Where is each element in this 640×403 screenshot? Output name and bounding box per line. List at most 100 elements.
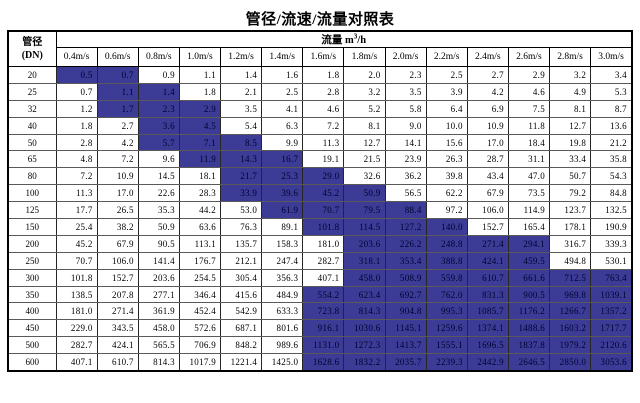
flow-value-cell: 88.4 [384, 201, 427, 220]
flow-value-cell: 554.2 [302, 285, 345, 304]
flow-value-cell: 2.7 [96, 116, 139, 135]
flow-value-cell: 8.5 [220, 133, 263, 152]
flow-value-cell: 19.8 [549, 133, 592, 152]
flow-value-cell: 26.3 [425, 150, 468, 169]
table-row: 500 282.7 424.1 565.5 706.9 848.2 989.6 1131.0 1… [7, 336, 633, 355]
flow-value-cell: 8.7 [590, 99, 633, 118]
flow-value-cell: 70.7 [302, 201, 345, 220]
flow-value-cell: 508.9 [384, 268, 427, 287]
flow-value-cell: 152.7 [96, 268, 139, 287]
flow-value-cell: 79.2 [549, 184, 592, 203]
flow-value-cell: 0.7 [55, 82, 98, 101]
flow-value-cell: 3.9 [425, 82, 468, 101]
flow-value-cell: 1488.6 [507, 319, 551, 338]
flow-value-cell: 1.7 [96, 99, 139, 118]
flow-value-cell: 84.8 [590, 184, 633, 203]
table-row: 40 1.8 2.7 3.6 4.5 5.4 6.3 7.2 8.1 9.0 10.0 10.9 11.… [7, 116, 633, 135]
flow-value-cell: 2.7 [466, 66, 509, 84]
flow-value-cell: 484.9 [261, 285, 304, 304]
flow-value-cell: 353.4 [384, 251, 427, 270]
flow-value-cell: 1085.7 [466, 302, 509, 321]
flow-value-cell: 138.5 [55, 285, 98, 304]
table-row: 450 229.0 343.5 458.0 572.6 687.1 801.6 916.1 10… [7, 319, 633, 338]
flow-value-cell: 152.7 [466, 218, 509, 236]
flow-value-cell: 2.9 [507, 66, 551, 84]
velocity-header: 2.2m/s [425, 47, 468, 67]
flow-value-cell: 21.2 [590, 133, 633, 152]
flow-value-cell: 388.8 [425, 251, 468, 270]
flow-value-cell: 2.8 [55, 133, 98, 152]
table-row: 400 181.0 271.4 361.9 452.4 542.9 633.3 723.8 81… [7, 302, 633, 321]
flow-value-cell: 141.4 [137, 251, 180, 270]
flow-value-cell: 4.8 [55, 150, 98, 169]
flow-value-cell: 9.0 [384, 116, 427, 135]
flow-value-cell: 559.8 [425, 268, 468, 287]
flow-value-cell: 70.7 [55, 251, 98, 270]
flow-value-cell: 3.4 [590, 66, 633, 84]
flow-value-cell: 687.1 [220, 319, 263, 338]
velocity-header: 2.4m/s [466, 47, 509, 67]
flow-value-cell: 1.8 [178, 82, 222, 101]
flow-value-cell: 4.1 [261, 99, 304, 118]
flow-value-cell: 7.5 [507, 99, 551, 118]
flow-value-cell: 282.7 [55, 336, 98, 355]
flow-value-cell: 2.1 [220, 82, 263, 101]
flow-value-cell: 7.2 [302, 116, 345, 135]
flow-value-cell: 10.9 [96, 167, 139, 186]
flow-value-cell: 15.6 [425, 133, 468, 152]
flow-value-cell: 995.3 [425, 302, 468, 321]
flow-value-cell: 165.4 [507, 218, 551, 236]
flow-value-cell: 113.1 [178, 234, 222, 253]
dn-cell: 25 [7, 82, 57, 101]
flow-value-cell: 212.1 [220, 251, 263, 270]
table-row: 350 138.5 207.8 277.1 346.4 415.6 484.9 554.2 62… [7, 285, 633, 304]
flow-rate-unit-header: 流量 m3/h [55, 30, 633, 48]
velocity-header: 1.2m/s [220, 47, 263, 67]
flow-value-cell: 1.4 [220, 66, 263, 84]
flow-value-cell: 54.3 [590, 167, 633, 186]
flow-value-cell: 3.2 [549, 66, 592, 84]
flow-value-cell: 271.4 [466, 234, 509, 253]
flow-value-cell: 1837.8 [507, 336, 551, 355]
dn-cell: 300 [7, 268, 57, 287]
flow-value-cell: 181.0 [302, 234, 345, 253]
flow-value-cell: 114.5 [343, 218, 386, 236]
flow-value-cell: 6.3 [261, 116, 304, 135]
flow-value-cell: 207.8 [96, 285, 139, 304]
flow-value-cell: 969.8 [549, 285, 592, 304]
flow-value-cell: 343.5 [96, 319, 139, 338]
flow-value-cell: 1176.2 [507, 302, 551, 321]
flow-value-cell: 76.3 [220, 218, 263, 236]
flow-value-cell: 1272.3 [343, 336, 386, 355]
flow-value-cell: 424.1 [466, 251, 509, 270]
flow-value-cell: 2.5 [425, 66, 468, 84]
flow-value-cell: 106.0 [466, 201, 509, 220]
flow-value-cell: 9.9 [261, 133, 304, 152]
flow-value-cell: 127.2 [384, 218, 427, 236]
flow-value-cell: 814.3 [343, 302, 386, 321]
flow-value-cell: 29.0 [302, 167, 345, 186]
dn-cell: 400 [7, 302, 57, 321]
flow-value-cell: 6.4 [425, 99, 468, 118]
flow-value-cell: 229.0 [55, 319, 98, 338]
flow-value-cell: 11.9 [178, 150, 222, 169]
flow-value-cell: 7.2 [55, 167, 98, 186]
flow-value-cell: 1603.2 [549, 319, 592, 338]
flow-value-cell: 318.1 [343, 251, 386, 270]
flow-value-cell: 5.7 [137, 133, 180, 152]
dn-cell: 250 [7, 251, 57, 270]
flow-value-cell: 1832.2 [343, 353, 386, 372]
flow-value-cell: 10.0 [425, 116, 468, 135]
flow-value-cell: 106.0 [96, 251, 139, 270]
flow-value-cell: 2.8 [302, 82, 345, 101]
flow-value-cell: 339.3 [590, 234, 633, 253]
flow-value-cell: 226.2 [384, 234, 427, 253]
flow-value-cell: 5.4 [220, 116, 263, 135]
flow-value-cell: 1039.1 [590, 285, 633, 304]
table-row: 150 25.4 38.2 50.9 63.6 76.3 89.1 101.8 114.5 127… [7, 218, 633, 236]
flow-value-cell: 814.3 [137, 353, 180, 372]
flow-value-cell: 50.9 [343, 184, 386, 203]
flow-value-cell: 2239.3 [425, 353, 468, 372]
velocity-header: 1.6m/s [302, 47, 345, 67]
flow-value-cell: 11.3 [55, 184, 98, 203]
